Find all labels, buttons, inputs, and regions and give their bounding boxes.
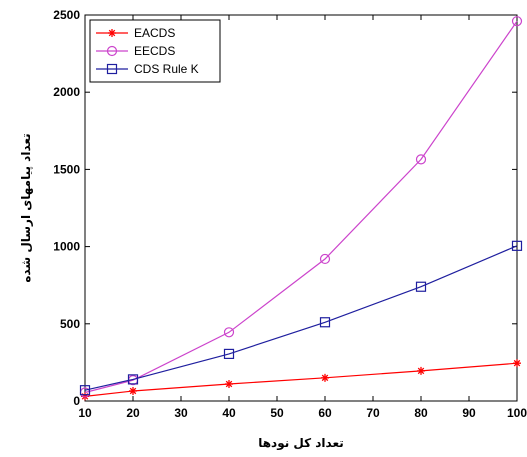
x-axis-title: تعداد کل نودها — [258, 436, 344, 451]
series-line-1 — [84, 20, 518, 394]
star-stroke — [417, 367, 425, 375]
star-stroke — [513, 359, 521, 367]
x-tick-label: 10 — [78, 406, 92, 420]
x-tick-label: 80 — [414, 406, 428, 420]
star-stroke — [225, 380, 233, 388]
data-point — [127, 374, 139, 385]
x-axis: 10 20 30 40 50 60 70 80 90 100 — [78, 15, 527, 420]
star-stroke — [108, 29, 116, 37]
legend-marker — [108, 29, 116, 37]
x-tick-label: 20 — [126, 406, 140, 420]
data-point — [417, 366, 425, 375]
data-point — [511, 240, 523, 251]
data-point — [319, 317, 331, 328]
star-stroke — [321, 374, 329, 382]
y-tick-label: 1000 — [53, 240, 80, 254]
legend: EACDS EECDS CDS Rule K — [89, 19, 221, 83]
y-tick-label: 500 — [60, 317, 80, 331]
series-layer — [79, 16, 523, 401]
star-stroke — [129, 387, 137, 395]
data-point — [511, 16, 523, 27]
y-axis: 0 500 1000 1500 2000 2500 — [53, 8, 517, 408]
x-tick-label: 50 — [270, 406, 284, 420]
legend-marker — [106, 63, 118, 75]
x-tick-label: 90 — [462, 406, 476, 420]
data-point — [319, 253, 331, 265]
data-point — [129, 386, 137, 395]
data-point — [223, 348, 235, 360]
data-point — [513, 359, 521, 368]
data-point — [223, 327, 235, 338]
x-tick-label: 30 — [174, 406, 188, 420]
y-axis-title: تعداد پیامهای ارسال شده — [19, 133, 33, 282]
legend-entry: EECDS — [134, 44, 175, 58]
x-tick-label: 60 — [318, 406, 332, 420]
y-tick-label: 2500 — [53, 8, 80, 22]
data-point — [225, 380, 233, 389]
y-tick-label: 1500 — [53, 162, 80, 176]
x-tick-label: 70 — [366, 406, 380, 420]
data-point — [79, 385, 91, 396]
legend-entry: CDS Rule K — [134, 62, 199, 76]
series-line-2 — [84, 245, 518, 391]
data-point — [415, 154, 427, 165]
legend-entry: EACDS — [134, 26, 175, 40]
legend-marker — [106, 45, 118, 57]
x-tick-label: 40 — [222, 406, 236, 420]
series-line-0 — [84, 362, 518, 397]
y-tick-label: 2000 — [53, 85, 80, 99]
x-tick-label: 100 — [507, 406, 527, 420]
data-point — [415, 281, 427, 292]
data-point — [321, 373, 329, 382]
y-tick-label: 0 — [73, 394, 80, 408]
